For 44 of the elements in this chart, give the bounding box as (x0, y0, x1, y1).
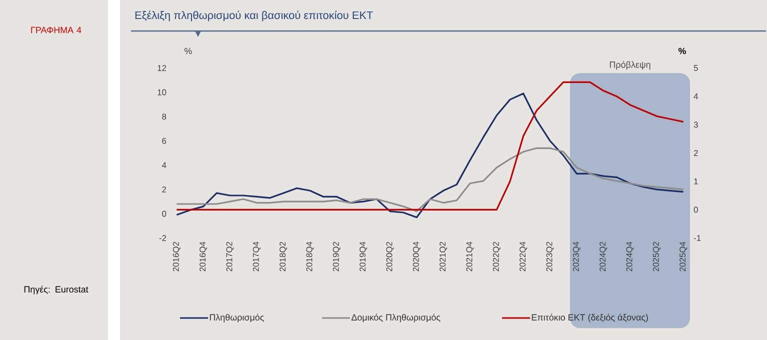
x-tick-label: 2019Q4 (360, 242, 368, 272)
x-tick-label: 2016Q2 (172, 242, 180, 272)
legend-label: Δομικός Πληθωρισμός (351, 314, 440, 322)
y2-tick-label: 3 (694, 122, 698, 128)
y-axis-title: % (184, 48, 192, 54)
legend-label: Πληθωρισμός (210, 314, 264, 322)
x-tick-label: 2017Q4 (252, 242, 260, 272)
x-tick-label: 2016Q4 (200, 242, 208, 272)
y2-tick-label: 0 (694, 206, 698, 213)
x-tick-label: 2018Q2 (280, 242, 288, 272)
legend-label: Επιτόκιο ΕΚΤ (δεξιός άξονας) (532, 314, 648, 322)
x-tick-label: 2022Q2 (492, 242, 500, 272)
y2-tick-label: 1 (694, 178, 698, 184)
y-tick-label: 8 (162, 114, 166, 120)
x-tick-label: 2019Q2 (332, 242, 340, 272)
x-tick-label: 2023Q4 (572, 242, 580, 272)
y-tick-label: 0 (162, 210, 166, 217)
y-tick-label: 2 (162, 186, 166, 192)
x-tick-label: 2025Q4 (680, 242, 688, 272)
x-tick-label: 2020Q4 (412, 242, 420, 272)
y-tick-label: 10 (158, 89, 166, 96)
y2-tick-label: 2 (694, 150, 698, 156)
x-tick-label: 2024Q2 (600, 242, 608, 272)
y-tick-label: 12 (158, 65, 166, 71)
y2-tick-label: 5 (694, 65, 698, 71)
y-tick-label: 4 (162, 162, 166, 168)
x-tick-label: 2017Q2 (226, 242, 234, 272)
x-tick-label: 2023Q2 (546, 242, 554, 272)
y-tick-label: -2 (159, 235, 166, 241)
y2-tick-label: -1 (694, 235, 701, 241)
x-tick-label: 2025Q2 (652, 242, 660, 272)
y2-axis-title: % (678, 48, 686, 54)
text: Πηγές: Eurostat (24, 286, 88, 294)
x-tick-label: 2020Q2 (386, 242, 394, 272)
chart-title: Εξέλιξη πληθωρισμού και βασικού επιτοκίου ΕΚΤ (135, 10, 373, 22)
x-tick-label: 2018Q4 (306, 242, 314, 272)
text: ΓΡΑΦΗΜΑ 4 (31, 26, 82, 34)
x-tick-label: 2021Q2 (440, 242, 448, 272)
x-tick-label: 2024Q4 (626, 242, 634, 272)
y2-tick-label: 4 (694, 93, 698, 100)
x-tick-label: 2021Q4 (466, 242, 474, 272)
y-tick-label: 6 (162, 138, 166, 144)
band-label: Πρόβλεψη (610, 60, 650, 70)
x-tick-label: 2022Q4 (520, 242, 528, 272)
